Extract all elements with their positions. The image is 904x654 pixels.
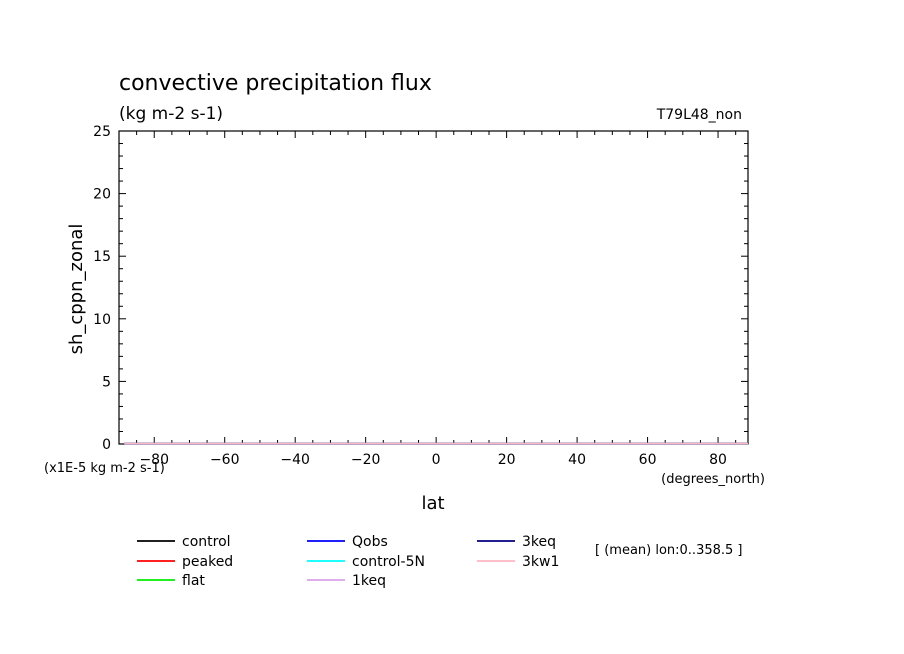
x-units: (degrees_north) [661,472,765,487]
x-tick-label: −20 [351,452,381,468]
plot-frame [118,130,749,445]
x-tick-label: −40 [280,452,310,468]
legend-label-1keq: 1keq [352,573,386,589]
x-axis-label: lat [421,493,444,514]
y-tick-label: 10 [93,312,111,328]
y-tick-label: 15 [93,249,111,265]
x-tick-label: 80 [709,452,727,468]
legend-label-qobs: Qobs [352,534,388,550]
y-tick-label: 0 [102,437,111,453]
x-tick-label: 20 [498,452,516,468]
x-tick-label: 0 [432,452,441,468]
x-tick-label: 40 [568,452,586,468]
legend-label-control: control [182,534,231,550]
y-axis-label: sh_cppn_zonal [66,224,87,355]
legend-label-flat: flat [182,573,205,589]
y-tick-label: 25 [93,124,111,140]
averaging-note: [ (mean) lon:0..358.5 ] [595,543,743,558]
x-tick-label: −60 [210,452,240,468]
legend-label-3keq: 3keq [522,534,556,550]
x-tick-label: −80 [139,452,169,468]
legend-label-3kw1: 3kw1 [522,554,559,570]
run-label: T79L48_non [656,107,742,123]
chart-units: (kg m-2 s-1) [119,104,223,124]
y-tick-label: 5 [102,374,111,390]
y-scale-note: (x1E-5 kg m-2 s-1) [44,461,165,476]
legend-label-control-5n: control-5N [352,554,425,570]
chart-title: convective precipitation flux [119,71,432,96]
y-tick-label: 20 [93,187,111,203]
legend-label-peaked: peaked [182,554,233,570]
x-tick-label: 60 [639,452,657,468]
